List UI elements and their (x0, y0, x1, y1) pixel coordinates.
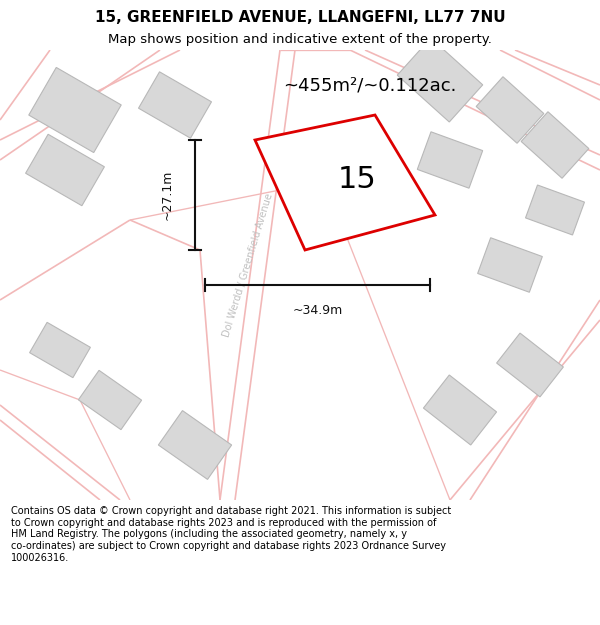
Polygon shape (497, 333, 563, 397)
Text: ~27.1m: ~27.1m (161, 170, 173, 220)
Text: Dol Werdd / Greenfield Avenue: Dol Werdd / Greenfield Avenue (221, 192, 275, 338)
Text: Contains OS data © Crown copyright and database right 2021. This information is : Contains OS data © Crown copyright and d… (11, 506, 451, 562)
Polygon shape (29, 68, 121, 152)
Polygon shape (397, 38, 483, 122)
Text: 15, GREENFIELD AVENUE, LLANGEFNI, LL77 7NU: 15, GREENFIELD AVENUE, LLANGEFNI, LL77 7… (95, 10, 505, 25)
Text: ~455m²/~0.112ac.: ~455m²/~0.112ac. (283, 76, 457, 94)
Polygon shape (26, 134, 104, 206)
Polygon shape (478, 238, 542, 292)
Polygon shape (139, 72, 211, 138)
Polygon shape (521, 112, 589, 178)
Text: 15: 15 (338, 166, 377, 194)
Polygon shape (526, 185, 584, 235)
Polygon shape (424, 375, 497, 445)
Polygon shape (476, 77, 544, 143)
Text: Map shows position and indicative extent of the property.: Map shows position and indicative extent… (108, 34, 492, 46)
Polygon shape (29, 322, 91, 378)
Polygon shape (79, 371, 142, 429)
Polygon shape (255, 115, 435, 250)
Text: ~34.9m: ~34.9m (292, 304, 343, 316)
Polygon shape (158, 411, 232, 479)
Polygon shape (418, 132, 482, 188)
